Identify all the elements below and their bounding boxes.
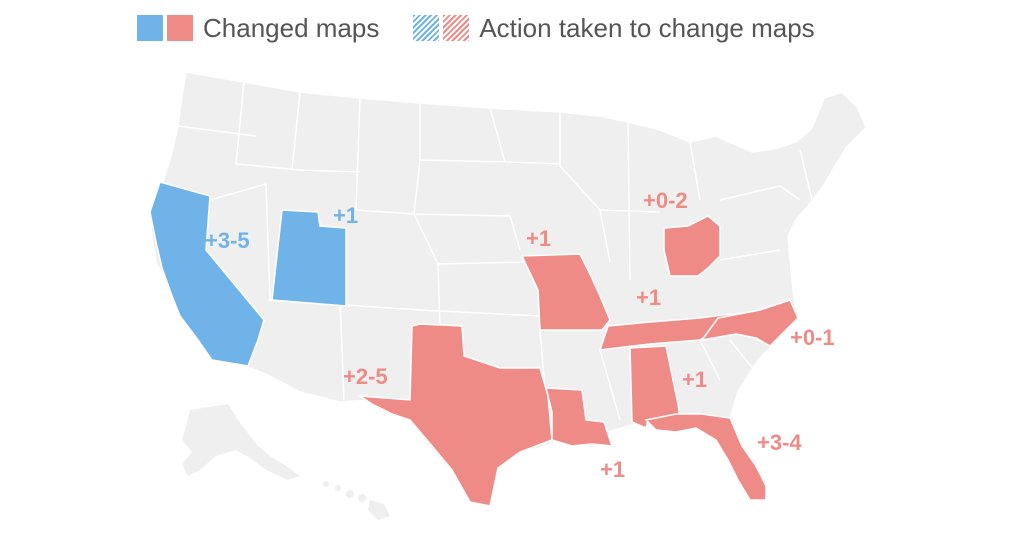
legend-changed-maps: Changed maps <box>137 13 379 44</box>
state-utah <box>271 209 347 307</box>
label-ohio: +0-2 <box>643 188 688 213</box>
legend-label-changed: Changed maps <box>203 12 380 43</box>
legend-label-action: Action taken to change maps <box>479 12 815 43</box>
state-louisiana <box>545 387 614 447</box>
legend-action-taken: Action taken to change maps <box>413 12 815 44</box>
state-borders <box>177 81 813 421</box>
label-florida: +3-4 <box>757 430 802 455</box>
state-missouri <box>520 253 611 331</box>
legend-swatch-blue-solid <box>137 15 163 41</box>
label-utah: +1 <box>333 203 358 228</box>
state-florida <box>644 413 767 501</box>
label-tennessee: +1 <box>636 285 661 310</box>
legend-swatch-blue-hatched <box>413 15 440 41</box>
hawaii-base <box>323 481 390 520</box>
state-north-carolina <box>700 299 799 347</box>
legend-swatch-red-solid <box>167 15 193 41</box>
legend-swatch-red-hatched <box>443 15 470 41</box>
label-alabama: +1 <box>682 367 707 392</box>
label-louisiana: +1 <box>600 457 625 482</box>
state-california <box>149 181 265 367</box>
alaska-base <box>182 404 300 480</box>
state-texas <box>357 323 553 507</box>
label-north-carolina: +0-1 <box>790 325 835 350</box>
state-ohio <box>663 215 721 277</box>
label-texas: +2-5 <box>343 364 388 389</box>
label-missouri: +1 <box>526 226 551 251</box>
label-california: +3-5 <box>205 228 250 253</box>
legend: Changed maps Action taken to change maps <box>137 12 815 44</box>
